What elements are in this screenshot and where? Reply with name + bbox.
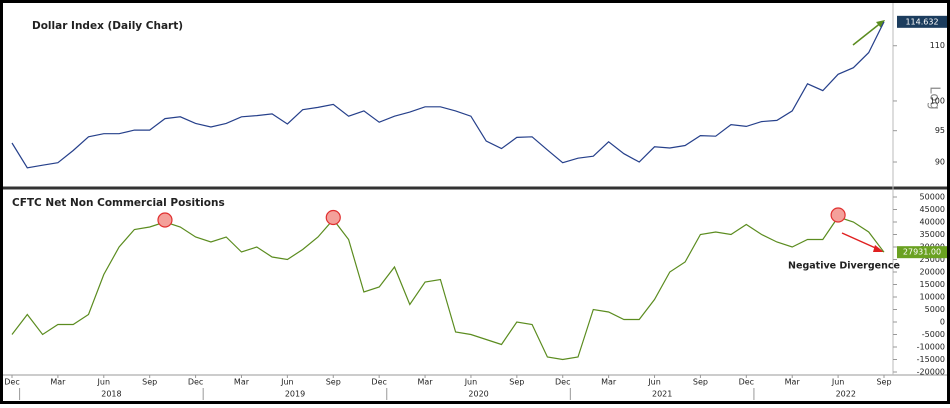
x-tick-label: Jun: [280, 378, 294, 387]
last-value-label: 27931.00: [903, 248, 941, 257]
last-value-tag: [897, 246, 947, 259]
x-tick-label: Mar: [785, 378, 801, 387]
y-tick-label: -20000: [917, 368, 945, 377]
x-tick-label: Jun: [647, 378, 661, 387]
x-tick-label: Dec: [739, 378, 754, 387]
x-tick-label: Mar: [418, 378, 434, 387]
y-tick-label: 0: [940, 318, 945, 327]
y-tick-label: 50000: [920, 193, 945, 202]
arrow: [841, 232, 884, 252]
x-tick-label: Jun: [97, 378, 111, 387]
y-tick-label: 40000: [920, 218, 945, 227]
annotation: Negative Divergence: [788, 261, 900, 272]
x-tick-label: Sep: [693, 378, 708, 387]
data-line: [11, 21, 885, 169]
x-tick-label: Dec: [371, 378, 386, 387]
data-line: [11, 216, 885, 361]
y-tick-label: 10000: [920, 293, 945, 302]
y-tick-label: 20000: [920, 268, 945, 277]
chart-title: CFTC Net Non Commercial Positions: [12, 197, 225, 209]
y-tick-label: 5000: [925, 305, 945, 314]
y-tick-label: 45000: [920, 205, 945, 214]
last-value-label: 114.632: [905, 17, 938, 26]
year-label: 2021: [652, 390, 672, 399]
y-tick-label: 35000: [920, 230, 945, 239]
y-tick-label: -5000: [922, 330, 945, 339]
year-label: 2020: [468, 390, 488, 399]
x-tick-label: Mar: [50, 378, 66, 387]
x-tick-label: Mar: [601, 378, 617, 387]
x-tick-label: Sep: [876, 378, 891, 387]
highlight-marker: [830, 207, 846, 223]
x-tick-label: Sep: [509, 378, 524, 387]
x-tick-label: Sep: [326, 378, 341, 387]
chart-title: Dollar Index (Daily Chart): [32, 20, 183, 32]
x-tick-label: Dec: [188, 378, 203, 387]
x-tick-label: Sep: [142, 378, 157, 387]
year-label: 2022: [836, 390, 856, 399]
last-value-tag: [897, 15, 947, 28]
year-label: 2019: [285, 390, 305, 399]
scale-label: Log: [927, 86, 942, 109]
x-tick-label: Jun: [464, 378, 478, 387]
y-tick-label: 110: [930, 41, 945, 50]
y-tick-label: 90: [935, 158, 945, 167]
x-tick-label: Dec: [4, 378, 19, 387]
y-tick-label: -10000: [917, 343, 945, 352]
arrow: [852, 20, 885, 46]
y-tick-label: 95: [935, 126, 945, 135]
x-tick-label: Dec: [555, 378, 570, 387]
year-label: 2018: [101, 390, 121, 399]
y-tick-label: 100: [930, 96, 945, 105]
x-tick-label: Mar: [234, 378, 250, 387]
y-tick-label: -15000: [917, 355, 945, 364]
highlight-marker: [325, 209, 341, 226]
y-tick-label: 15000: [920, 280, 945, 289]
highlight-marker: [157, 212, 173, 228]
x-tick-label: Jun: [831, 378, 845, 387]
y-tick-label: 25000: [920, 255, 945, 264]
